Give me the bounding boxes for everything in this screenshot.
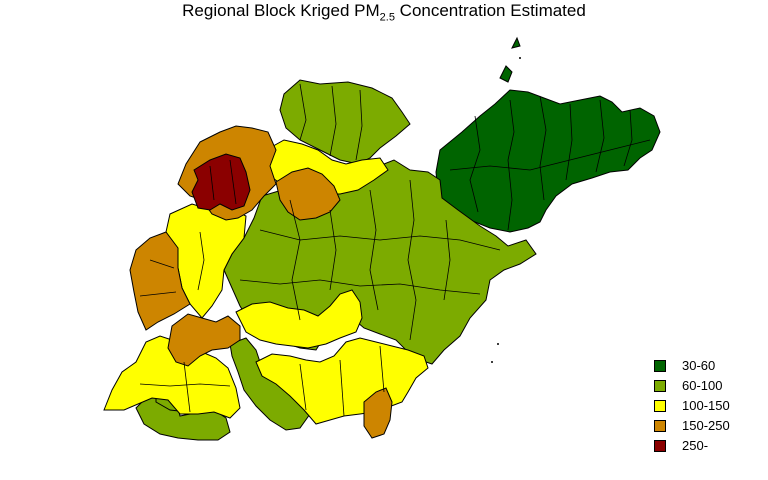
legend-swatch — [654, 440, 666, 452]
legend-label: 60-100 — [682, 378, 723, 393]
region-peninsula-east — [435, 89, 661, 233]
region-class-250-plus — [191, 153, 251, 211]
region-west-orange — [129, 231, 191, 331]
legend: 30-60 60-100 100-150 150-250 250- — [654, 356, 730, 456]
legend-swatch — [654, 400, 666, 412]
region-south-central — [229, 337, 311, 431]
legend-item: 150-250 — [654, 416, 730, 436]
legend-label: 250- — [682, 438, 709, 453]
region-south-orange — [363, 387, 393, 439]
legend-swatch — [654, 360, 666, 372]
legend-label: 100-150 — [682, 398, 730, 413]
legend-item: 30-60 — [654, 356, 730, 376]
county-boundaries — [139, 83, 651, 417]
region-center-yellow — [235, 289, 363, 349]
legend-label: 150-250 — [682, 418, 730, 433]
region-hotspot — [191, 153, 251, 211]
region-southwest-yellow — [103, 335, 241, 419]
title-prefix: Regional Block Kriged PM — [182, 1, 380, 20]
title-suffix: Concentration Estimated — [394, 1, 586, 20]
region-mid-orange — [167, 313, 241, 367]
legend-item: 250- — [654, 436, 730, 456]
legend-item: 100-150 — [654, 396, 730, 416]
island-north — [499, 65, 513, 83]
legend-label: 30-60 — [682, 358, 716, 373]
islands — [491, 57, 521, 363]
legend-swatch — [654, 420, 666, 432]
title-subscript: 2.5 — [379, 11, 395, 24]
region-class-100-150 — [103, 139, 429, 425]
island-north-2 — [511, 36, 521, 49]
map-title: Regional Block Kriged PM2.5 Concentratio… — [0, 0, 768, 28]
legend-swatch — [654, 380, 666, 392]
region-north-delta — [279, 79, 411, 165]
legend-item: 60-100 — [654, 376, 730, 396]
region-class-30-60 — [435, 36, 661, 233]
